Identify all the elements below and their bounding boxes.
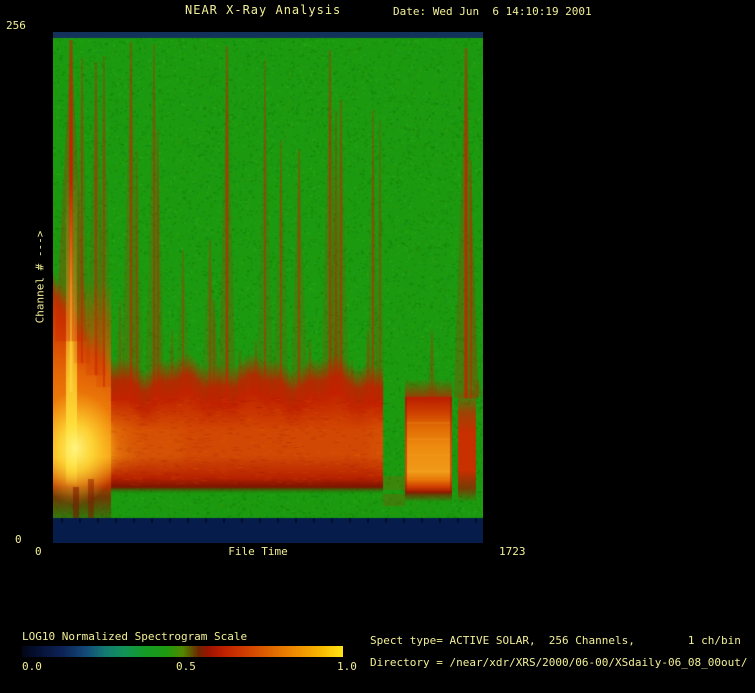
colorbar-tick-05: 0.5	[176, 660, 196, 673]
colorbar-tick-0: 0.0	[22, 660, 42, 673]
y-axis-max-label: 256	[6, 19, 26, 32]
x-axis-title: File Time	[228, 545, 288, 558]
x-axis-max-label: 1723	[499, 545, 526, 558]
y-axis-title: Channel # --->	[33, 230, 47, 324]
y-axis-min-label: 0	[15, 533, 22, 546]
colorbar-gradient	[22, 646, 343, 657]
colorbar-tick-1: 1.0	[337, 660, 357, 673]
directory-info: Directory = /near/xdr/XRS/2000/06-00/XSd…	[370, 656, 748, 669]
spect-type-info: Spect type= ACTIVE SOLAR, 256 Channels, …	[370, 634, 741, 647]
page-title: NEAR X-Ray Analysis	[185, 3, 342, 17]
x-axis-min-label: 0	[35, 545, 42, 558]
spectrogram-heatmap	[53, 32, 483, 543]
date-stamp: Date: Wed Jun 6 14:10:19 2001	[393, 5, 592, 18]
colorbar-title: LOG10 Normalized Spectrogram Scale	[22, 630, 248, 643]
